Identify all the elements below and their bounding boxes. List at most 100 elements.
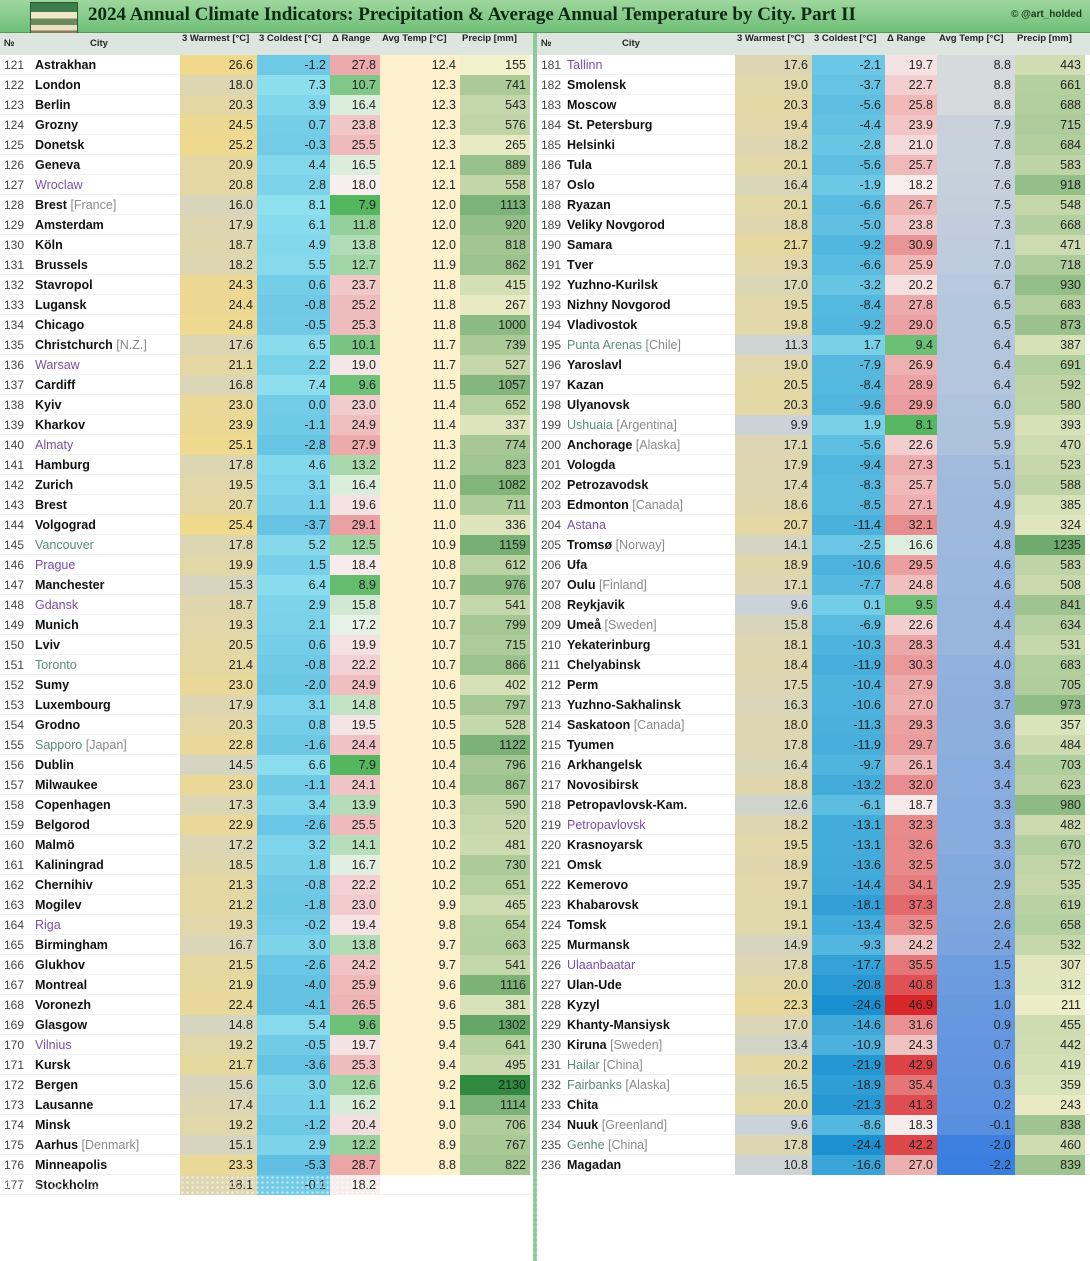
city-name: Moscow [567, 95, 735, 115]
range-value: 19.0 [330, 355, 380, 375]
column-header-range[interactable]: Δ Range [332, 33, 371, 44]
coldest-value: -9.2 [812, 235, 885, 255]
range-value: 18.3 [885, 1115, 937, 1135]
row-number: 173 [4, 1098, 25, 1112]
coldest-value: -1.6 [257, 735, 330, 755]
range-value: 41.3 [885, 1095, 937, 1115]
column-header-no[interactable]: № [4, 38, 15, 49]
coldest-value: -4.1 [257, 995, 330, 1015]
range-value: 27.9 [885, 675, 937, 695]
range-value: 25.3 [330, 315, 380, 335]
city-label: Yekaterinburg [567, 638, 651, 652]
city-label: Dublin [35, 758, 74, 772]
table-row: 139 Kharkov 23.9 -1.1 24.9 11.4 337 [0, 415, 533, 435]
column-header-warmest[interactable]: 3 Warmest [°C] [737, 33, 805, 44]
warmest-value: 21.9 [180, 975, 257, 995]
warmest-value: 18.1 [735, 635, 812, 655]
city-name: Samara [567, 235, 735, 255]
avg-temp-value: -2.2 [937, 1155, 1015, 1175]
table-row: 125 Donetsk 25.2 -0.3 25.5 12.3 265 [0, 135, 533, 155]
table-row: 129 Amsterdam 17.9 6.1 11.8 12.0 920 [0, 215, 533, 235]
city-label: Perm [567, 678, 599, 692]
warmest-value: 20.3 [180, 95, 257, 115]
column-header-coldest[interactable]: 3 Coldest [°C] [814, 33, 877, 44]
row-number: 212 [541, 678, 562, 692]
city-name: Kaliningrad [35, 855, 180, 875]
warmest-value: 17.9 [180, 215, 257, 235]
city-label: Kazan [567, 378, 604, 392]
avg-temp-value: 9.8 [380, 915, 460, 935]
table-row: 155 Sapporo [Japan] 22.8 -1.6 24.4 10.5 1122 [0, 735, 533, 755]
table-row: 181 Tallinn 17.6 -2.1 19.7 8.8 443 [537, 55, 1090, 75]
table-row: 150 Lviv 20.5 0.6 19.9 10.7 715 [0, 635, 533, 655]
avg-temp-value: 0.9 [937, 1015, 1015, 1035]
row-number: 228 [541, 998, 562, 1012]
row-number: 174 [4, 1118, 25, 1132]
city-label: Munich [35, 618, 79, 632]
row-number: 121 [4, 58, 25, 72]
table-row: 134 Chicago 24.8 -0.5 25.3 11.8 1000 [0, 315, 533, 335]
column-header-precip[interactable]: Precip [mm] [1017, 33, 1072, 44]
row-number: 149 [4, 618, 25, 632]
warmest-value: 9.6 [735, 1115, 812, 1135]
city-name: Vilnius [35, 1035, 180, 1055]
row-number: 214 [541, 718, 562, 732]
warmest-value: 20.7 [735, 515, 812, 535]
precip-value: 705 [1015, 675, 1085, 695]
precip-value: 1235 [1015, 535, 1085, 555]
avg-temp-value: 4.4 [937, 615, 1015, 635]
city-name: Sapporo [Japan] [35, 735, 180, 755]
avg-temp-value: 0.3 [937, 1075, 1015, 1095]
row-number: 140 [4, 438, 25, 452]
avg-temp-value: 9.6 [380, 995, 460, 1015]
avg-temp-value: 8.8 [937, 95, 1015, 115]
row-number: 233 [541, 1098, 562, 1112]
avg-temp-value: 4.4 [937, 635, 1015, 655]
city-country: [Finland] [595, 578, 647, 592]
column-header-coldest[interactable]: 3 Coldest [°C] [259, 33, 322, 44]
avg-temp-value: 4.6 [937, 555, 1015, 575]
row-number: 148 [4, 598, 25, 612]
column-header-precip[interactable]: Precip [mm] [462, 33, 517, 44]
range-value: 24.4 [330, 735, 380, 755]
warmest-value: 17.1 [735, 435, 812, 455]
column-header-avg[interactable]: Avg Temp [°C] [939, 33, 1004, 44]
avg-temp-value: 3.3 [937, 815, 1015, 835]
city-label: Luxembourg [35, 698, 111, 712]
table-row: 219 Petropavlovsk 18.2 -13.1 32.3 3.3 482 [537, 815, 1090, 835]
city-label: Chicago [35, 318, 85, 332]
range-value: 37.3 [885, 895, 937, 915]
row-number: 207 [541, 578, 562, 592]
table-row: 163 Mogilev 21.2 -1.8 23.0 9.9 465 [0, 895, 533, 915]
avg-temp-value: 11.0 [380, 495, 460, 515]
column-header-range[interactable]: Δ Range [887, 33, 926, 44]
city-label: Grozny [35, 118, 79, 132]
column-header-warmest[interactable]: 3 Warmest [°C] [182, 33, 250, 44]
range-value: 28.3 [885, 635, 937, 655]
column-header-avg[interactable]: Avg Temp [°C] [382, 33, 447, 44]
city-name: Yaroslavl [567, 355, 735, 375]
row-number: 156 [4, 758, 25, 772]
city-label: Smolensk [567, 78, 627, 92]
row-number: 130 [4, 238, 25, 252]
coldest-value: -17.7 [812, 955, 885, 975]
range-value: 20.4 [330, 1115, 380, 1135]
column-header-city[interactable]: City [622, 38, 640, 49]
city-name: Vancouver [35, 535, 180, 555]
column-header-no[interactable]: № [541, 38, 552, 49]
city-name: Magadan [567, 1155, 735, 1175]
city-label: Lugansk [35, 298, 87, 312]
coldest-value: 1.1 [257, 495, 330, 515]
row-number: 161 [4, 858, 25, 872]
row-number: 235 [541, 1138, 562, 1152]
table-row: 194 Vladivostok 19.8 -9.2 29.0 6.5 873 [537, 315, 1090, 335]
range-value: 19.4 [330, 915, 380, 935]
city-label: Brest [35, 498, 67, 512]
avg-temp-value: 4.4 [937, 595, 1015, 615]
column-header-city[interactable]: City [90, 38, 108, 49]
row-number: 236 [541, 1158, 562, 1172]
precip-value: 823 [460, 455, 530, 475]
city-label: Kyiv [35, 398, 62, 412]
coldest-value: -10.6 [812, 695, 885, 715]
warmest-value: 20.5 [180, 635, 257, 655]
